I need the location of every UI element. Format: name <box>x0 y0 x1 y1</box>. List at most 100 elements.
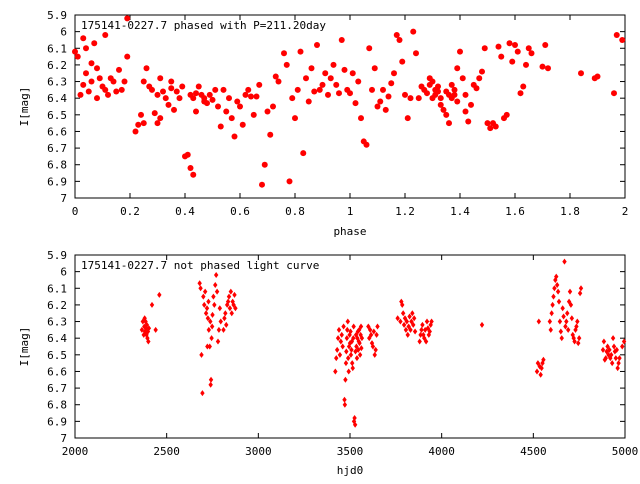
data-point <box>462 91 469 98</box>
data-point <box>547 318 553 325</box>
x-tick-label: 2000 <box>62 445 89 458</box>
data-point <box>179 83 186 90</box>
data-point <box>102 31 109 38</box>
x-tick-label: 2500 <box>153 445 180 458</box>
data-point <box>250 111 257 118</box>
data-point <box>206 326 212 333</box>
data-point <box>336 326 342 333</box>
data-point <box>371 328 377 335</box>
data-point <box>566 298 572 305</box>
y-tick-label: 6.7 <box>47 382 67 395</box>
data-point <box>165 101 172 108</box>
data-point <box>223 310 228 317</box>
data-point <box>289 95 296 102</box>
data-point <box>479 321 485 328</box>
data-point <box>237 103 243 110</box>
data-point <box>346 368 351 375</box>
data-point <box>545 65 551 72</box>
data-point <box>607 346 612 353</box>
data-point <box>520 83 527 90</box>
data-point <box>514 48 521 55</box>
data-point <box>601 338 607 345</box>
data-point <box>373 346 378 353</box>
data-point <box>200 390 205 397</box>
data-point <box>338 338 344 345</box>
data-point <box>419 326 424 333</box>
data-point <box>202 288 208 295</box>
data-point <box>213 271 219 278</box>
data-point <box>322 70 329 77</box>
data-point <box>405 331 410 338</box>
data-point <box>617 355 622 362</box>
data-point <box>253 93 260 100</box>
data-point <box>215 103 221 110</box>
data-point <box>539 63 546 70</box>
data-point <box>512 41 518 48</box>
data-point <box>344 335 350 342</box>
data-point <box>465 118 472 125</box>
x-tick-label: 1.6 <box>505 205 525 218</box>
data-point <box>207 343 212 350</box>
data-point <box>345 326 350 333</box>
data-point <box>548 326 553 333</box>
data-point <box>242 91 249 98</box>
data-point <box>143 65 150 72</box>
data-point <box>275 78 282 85</box>
data-point <box>193 108 199 115</box>
data-point <box>202 301 207 308</box>
data-point <box>539 365 544 372</box>
data-point <box>205 315 211 322</box>
data-point <box>337 351 343 358</box>
data-point <box>135 121 142 128</box>
data-point <box>613 31 620 38</box>
data-point <box>245 86 252 93</box>
data-point <box>220 86 227 93</box>
data-point <box>225 298 231 305</box>
y-tick-label: 5.9 <box>47 9 67 22</box>
data-point <box>429 318 434 325</box>
data-point <box>351 335 356 342</box>
data-point <box>402 91 408 98</box>
data-point <box>400 310 406 317</box>
data-point <box>377 98 384 105</box>
data-point <box>80 81 87 88</box>
data-point <box>334 346 340 353</box>
data-point <box>261 161 268 168</box>
data-point <box>157 291 162 298</box>
data-point <box>352 415 357 422</box>
data-point <box>541 356 546 363</box>
data-point <box>297 48 304 55</box>
data-point <box>401 321 407 328</box>
x-tick-label: 3000 <box>245 445 272 458</box>
data-point <box>314 41 320 48</box>
x-axis-label: hjd0 <box>337 464 364 477</box>
data-point <box>80 35 87 42</box>
data-point <box>554 281 560 288</box>
data-point <box>412 328 418 335</box>
data-point <box>523 61 529 68</box>
data-point <box>231 133 238 140</box>
y-tick-label: 6 <box>60 266 67 279</box>
data-point <box>359 345 364 352</box>
data-point <box>224 321 229 328</box>
y-tick-label: 6.6 <box>47 125 67 138</box>
data-point <box>354 355 360 362</box>
data-point <box>370 343 376 350</box>
data-point <box>341 323 346 330</box>
x-tick-label: 4000 <box>428 445 455 458</box>
data-point <box>91 40 98 47</box>
data-point <box>144 321 150 328</box>
data-point <box>454 98 461 105</box>
data-point <box>72 48 78 55</box>
data-point <box>281 50 287 57</box>
data-point <box>506 40 513 47</box>
y-tick-label: 6.8 <box>47 159 67 172</box>
data-point <box>201 293 206 300</box>
data-point <box>418 331 423 338</box>
data-point <box>446 120 452 127</box>
data-point <box>209 96 216 103</box>
data-point <box>190 95 197 102</box>
data-point <box>348 351 354 358</box>
data-point <box>352 100 359 107</box>
